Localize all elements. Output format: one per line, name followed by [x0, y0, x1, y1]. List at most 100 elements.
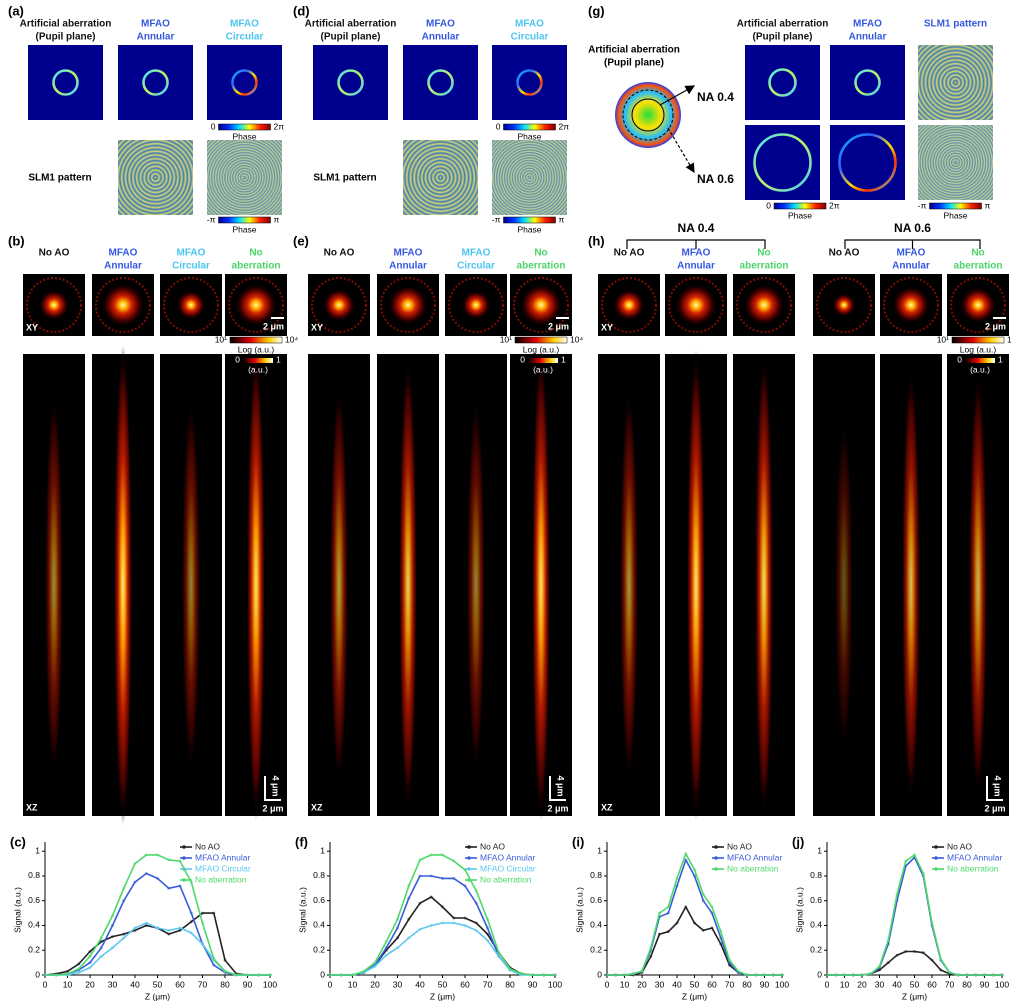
xz-scale: 4 μm: [993, 775, 1003, 796]
y-tick-label: 0.6: [28, 895, 40, 905]
panel-label: (b): [8, 233, 25, 248]
data-point: [122, 899, 125, 902]
x-tick-label: 10: [620, 979, 630, 989]
column-header: aberration: [954, 261, 1003, 272]
colorbar-label: Log (a.u.): [960, 344, 997, 354]
pupil-image: [830, 45, 905, 120]
x-tick-label: 40: [892, 979, 902, 989]
psf-streak: [114, 345, 132, 825]
data-point: [826, 974, 829, 977]
y-tick-label: 0.4: [313, 920, 325, 930]
psf-streak: [399, 359, 417, 812]
column-header: No AO: [39, 248, 70, 259]
data-point: [913, 950, 916, 953]
data-point: [676, 884, 679, 887]
data-point: [649, 946, 652, 949]
data-point: [658, 933, 661, 936]
colorbar-max: 2π: [274, 121, 285, 131]
pupil-image: [830, 125, 905, 200]
colorbar: [774, 203, 826, 209]
legend-label: MFAO Annular: [947, 852, 1002, 862]
y-tick-label: 0: [817, 969, 822, 979]
series-line: [330, 923, 555, 975]
xz-label: XZ: [311, 802, 323, 812]
data-point: [684, 905, 687, 908]
x-tick-label: 50: [438, 979, 448, 989]
data-point: [235, 974, 238, 977]
x-tick-label: 10: [348, 979, 358, 989]
colorbar-label: Phase: [517, 131, 541, 141]
data-point: [145, 853, 148, 856]
legend-swatch: [182, 856, 186, 860]
data-point: [1001, 974, 1004, 977]
x-tick-label: 50: [690, 979, 700, 989]
data-point: [111, 924, 114, 927]
x-tick-label: 30: [393, 979, 403, 989]
column-header: MFAO: [426, 19, 455, 30]
na-label: NA 0.6: [697, 172, 734, 186]
data-point: [614, 974, 617, 977]
data-point: [201, 943, 204, 946]
column-header: MFAO: [853, 19, 882, 30]
x-tick-label: 100: [995, 979, 1009, 989]
column-header: Annular: [104, 261, 142, 272]
psf-streak: [182, 399, 200, 771]
row-label: SLM1 pattern: [313, 173, 376, 184]
data-point: [407, 936, 410, 939]
series-line: [330, 897, 555, 975]
colorbar-max: 1: [561, 354, 566, 364]
row-label: SLM1 pattern: [28, 173, 91, 184]
column-header: MFAO: [230, 19, 259, 30]
data-point: [931, 959, 934, 962]
x-tick-label: 30: [875, 979, 885, 989]
data-point: [441, 853, 444, 856]
column-header: aberration: [740, 261, 789, 272]
data-point: [257, 974, 260, 977]
data-point: [667, 930, 670, 933]
column-header: No: [249, 248, 262, 259]
legend-label: MFAO Circular: [195, 863, 251, 873]
data-point: [623, 974, 626, 977]
data-point: [896, 893, 899, 896]
column-header: MFAO: [109, 248, 138, 259]
data-point: [396, 936, 399, 939]
data-point: [737, 970, 740, 973]
x-tick-label: 60: [927, 979, 937, 989]
legend-swatch: [934, 845, 938, 849]
data-point: [939, 957, 942, 960]
colorbar-label: Phase: [232, 224, 256, 234]
colorbar-max: π: [559, 214, 565, 224]
psf-streak: [687, 350, 705, 821]
psf-streak: [247, 350, 265, 821]
column-header: No: [534, 248, 547, 259]
legend-label: No AO: [480, 841, 505, 851]
legend-label: MFAO Annular: [480, 852, 535, 862]
figure: (a)Artificial aberration(Pupil plane)MFA…: [0, 0, 1011, 1005]
data-point: [939, 969, 942, 972]
colorbar-min: 0: [235, 354, 240, 364]
data-point: [441, 877, 444, 880]
data-point: [869, 972, 872, 975]
group-bracket: [627, 240, 765, 249]
xz-scale: 4 μm: [556, 775, 566, 796]
slm-image: [207, 140, 282, 215]
panel-label: (h): [588, 233, 605, 248]
data-point: [89, 950, 92, 953]
data-point: [464, 917, 467, 920]
x-tick-label: 100: [775, 979, 789, 989]
colorbar-max: π: [274, 214, 280, 224]
data-point: [374, 965, 377, 968]
column-header: (Pupil plane): [321, 32, 381, 43]
data-point: [452, 922, 455, 925]
x-tick-label: 40: [672, 979, 682, 989]
data-point: [711, 905, 714, 908]
column-header: Annular: [389, 261, 427, 272]
data-point: [111, 935, 114, 938]
column-header: Circular: [226, 32, 264, 43]
data-point: [351, 974, 354, 977]
column-header: MFAO: [177, 248, 206, 259]
y-axis-label: Signal (a.u.): [12, 887, 22, 933]
colorbar-min: 0: [211, 121, 216, 131]
psf-streak: [45, 395, 63, 776]
data-point: [122, 933, 125, 936]
